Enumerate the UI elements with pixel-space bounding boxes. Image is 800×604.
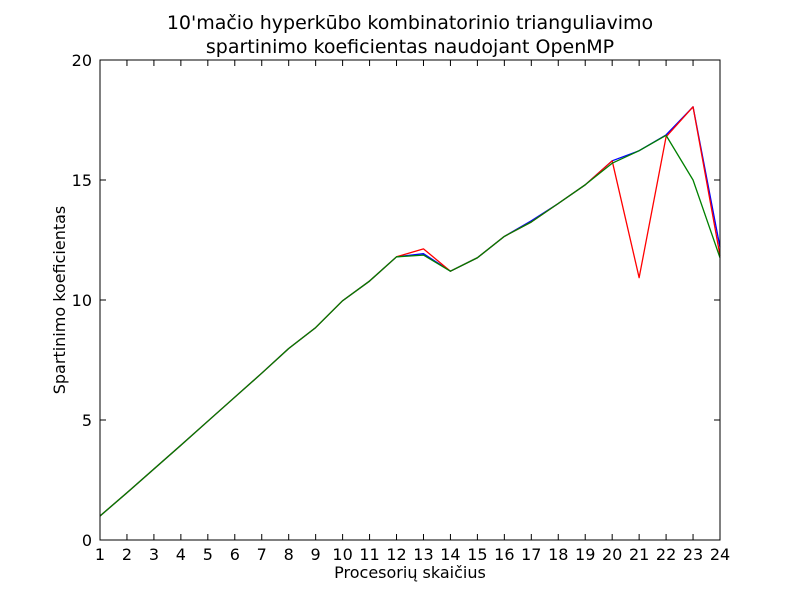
x-tick-label: 21 [629,545,649,564]
x-tick-label: 7 [257,545,267,564]
x-tick-label: 4 [176,545,186,564]
chart-title-line-1: 10'mačio hyperkūbo kombinatorinio triang… [167,12,653,34]
x-tick-label: 1 [95,545,105,564]
y-tick-labels: 0 5 10 15 20 [72,51,92,550]
axis-ticks [99,59,721,541]
x-tick-label: 24 [710,545,730,564]
x-tick-labels: 1 2 3 4 5 6 7 8 9 10 11 12 13 14 15 16 17 18 19 20 21 22 23 24 [95,545,730,564]
x-tick-label: 5 [203,545,213,564]
x-tick-label: 19 [575,545,595,564]
plot-frame [99,59,721,541]
x-tick-label: 2 [122,545,132,564]
x-tick-label: 6 [230,545,240,564]
x-tick-label: 23 [683,545,703,564]
series-line-3 [99,134,721,517]
x-tick-label: 20 [602,545,622,564]
x-tick-label: 16 [494,545,514,564]
x-tick-label: 18 [548,545,568,564]
y-axis-label: Spartinimo koeficientas [50,206,69,395]
y-tick-label: 10 [72,291,92,310]
x-tick-label: 17 [521,545,541,564]
x-tick-label: 10 [332,545,352,564]
x-tick-label: 15 [467,545,487,564]
chart-title-line-2: spartinimo koeficientas naudojant OpenMP [206,36,614,58]
x-tick-label: 13 [413,545,433,564]
y-tick-label: 20 [72,51,92,70]
x-tick-label: 14 [440,545,460,564]
x-tick-label: 11 [359,545,379,564]
plot-area [100,60,720,540]
x-axis-label: Procesorių skaičius [334,563,486,582]
x-tick-label: 12 [386,545,406,564]
y-tick-label: 5 [82,411,92,430]
x-tick-label: 3 [149,545,159,564]
x-tick-label: 22 [656,545,676,564]
y-tick-label: 15 [72,171,92,190]
x-tick-label: 9 [311,545,321,564]
y-tick-label: 0 [82,531,92,550]
x-tick-label: 8 [284,545,294,564]
series-group [99,106,721,517]
